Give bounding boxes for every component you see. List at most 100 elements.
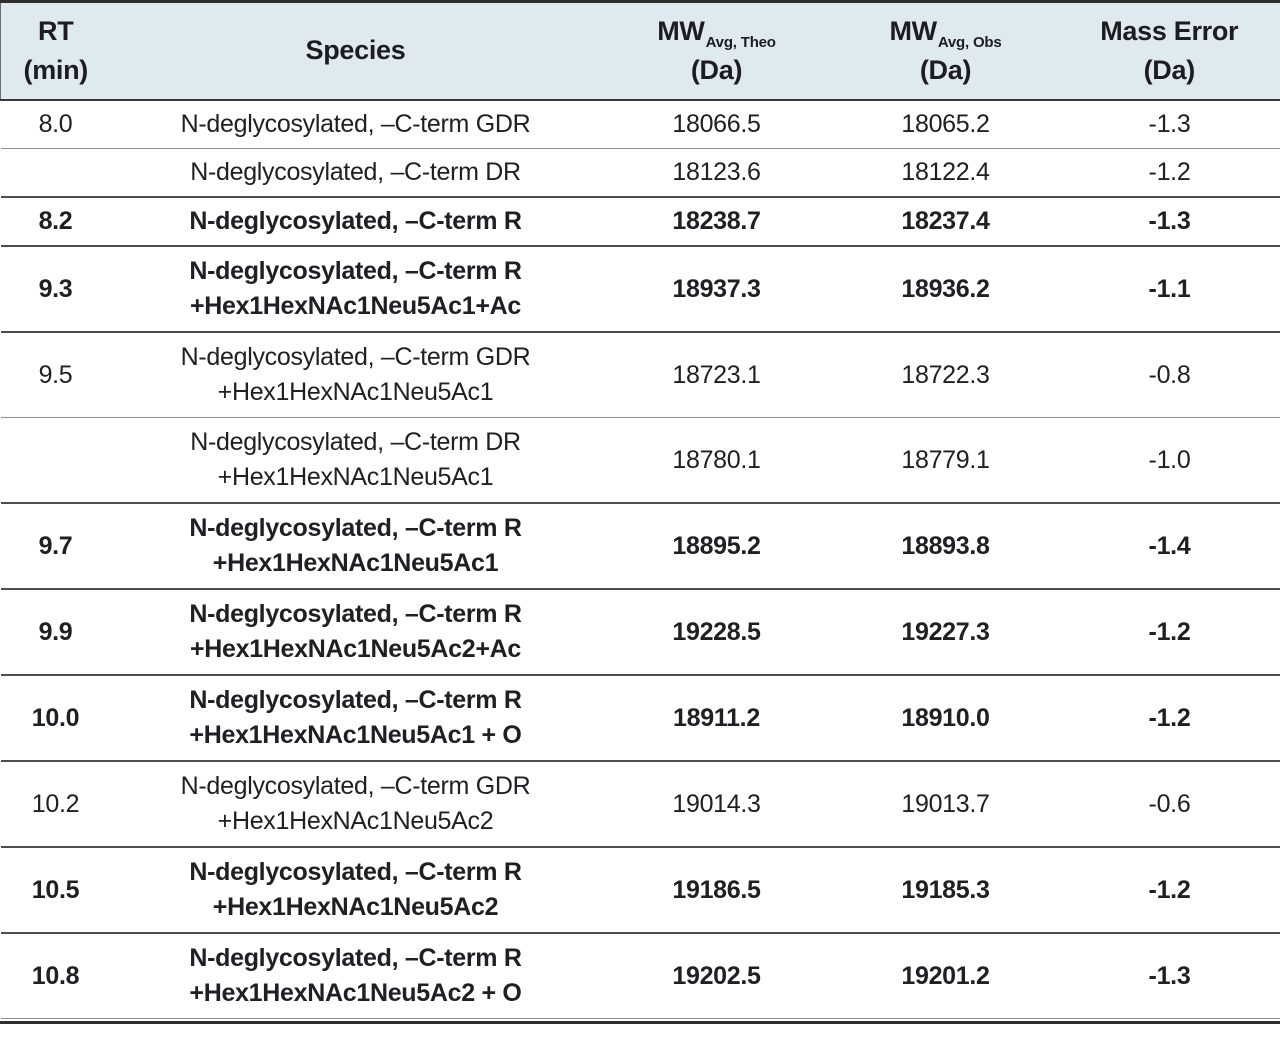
species-line: N-deglycosylated, –C-term R [189, 685, 522, 714]
table-row: 10.8 N-deglycosylated, –C-term R +Hex1HexN… [0, 932, 1280, 1019]
rt-cell: 10.5 [0, 846, 111, 933]
table-row: 9.9 N-deglycosylated, –C-term R +Hex1HexNA… [0, 588, 1280, 675]
species-cell: N-deglycosylated, –C-term R +Hex1HexNAc1N… [110, 245, 601, 332]
species-line: +Hex1HexNAc1Neu5Ac1 + O [189, 721, 522, 749]
mass-error-cell: -1.1 [1058, 245, 1280, 332]
col-header-mw-theo-unit: (Da) [690, 55, 743, 85]
mw-obs-cell: 18237.4 [832, 196, 1059, 246]
table-row: 10.5 N-deglycosylated, –C-term R +Hex1HexN… [0, 846, 1280, 933]
mw-theo-cell: 18895.2 [600, 502, 833, 589]
rt-cell: 10.0 [0, 674, 111, 761]
mw-obs-cell: 19013.7 [832, 760, 1059, 847]
col-header-mw-obs: MWAvg, Obs (Da) [832, 0, 1059, 101]
table-body: 8.0 N-deglycosylated, –C-term GDR 18066.5 1… [0, 100, 1280, 1019]
species-line: N-deglycosylated, –C-term R [189, 599, 522, 628]
table-row: 9.5 N-deglycosylated, –C-term GDR +Hex1Hex… [0, 331, 1280, 418]
mass-error-cell: -1.3 [1148, 110, 1191, 138]
mass-error-cell: -1.0 [1058, 417, 1280, 503]
rt-cell: 10.2 [0, 760, 111, 847]
mw-obs-cell: 19227.3 [832, 588, 1059, 675]
species-line: +Hex1HexNAc1Neu5Ac1 [212, 549, 499, 577]
species-line: N-deglycosylated, –C-term R [189, 513, 522, 542]
mw-obs-cell: 19201.2 [832, 932, 1059, 1019]
mw-theo-cell: 18066.5 [672, 110, 761, 138]
mw-obs-cell: 18910.0 [832, 674, 1059, 761]
species-cell: N-deglycosylated, –C-term DR +Hex1HexNAc1… [110, 417, 601, 503]
species-cell: N-deglycosylated, –C-term R +Hex1HexNAc1N… [110, 502, 601, 589]
table-row: 8.2 N-deglycosylated, –C-term R 18238.7 182… [0, 196, 1280, 246]
mw-theo-cell: 18780.1 [600, 417, 833, 503]
mw-theo-subscript: Avg, Theo [705, 33, 776, 51]
mass-error-cell: -1.2 [1058, 148, 1280, 197]
species-line: N-deglycosylated, –C-term R [189, 857, 522, 886]
species-line: N-deglycosylated, –C-term GDR [180, 342, 531, 371]
species-line: N-deglycosylated, –C-term GDR [180, 109, 531, 138]
species-cell: N-deglycosylated, –C-term R +Hex1HexNAc1N… [110, 846, 601, 933]
rt-cell: 8.2 [0, 196, 111, 246]
mass-error-cell: -1.2 [1058, 588, 1280, 675]
mw-theo-cell: 18723.1 [600, 331, 833, 418]
species-cell: N-deglycosylated, –C-term GDR +Hex1HexNAc… [110, 760, 601, 847]
mass-error-cell: -1.2 [1058, 674, 1280, 761]
rt-cell: 9.7 [0, 502, 111, 589]
mw-theo-cell: 19014.3 [600, 760, 833, 847]
table-row: 9.7 N-deglycosylated, –C-term R +Hex1HexNA… [0, 502, 1280, 589]
col-header-species-label: Species [305, 35, 406, 66]
mw-obs-cell: 18065.2 [901, 110, 990, 138]
species-line: +Hex1HexNAc1Neu5Ac2 + O [189, 979, 522, 1007]
mw-obs-cell: 18122.4 [832, 148, 1059, 197]
table-row: 8.0 N-deglycosylated, –C-term GDR 18066.5 1… [1, 100, 1280, 149]
species-line: N-deglycosylated, –C-term DR [190, 427, 521, 456]
species-line: +Hex1HexNAc1Neu5Ac2 [212, 893, 499, 921]
species-line: +Hex1HexNAc1Neu5Ac2+Ac [189, 635, 522, 663]
mass-error-cell: -1.3 [1058, 932, 1280, 1019]
mw-theo-cell: 19228.5 [600, 588, 833, 675]
mass-error-cell: -1.2 [1058, 846, 1280, 933]
mw-theo-cell: 18123.6 [600, 148, 833, 197]
table-header-row: RT (min) Species MWAvg, Theo (Da) MWAvg,… [0, 0, 1280, 101]
species-line: +Hex1HexNAc1Neu5Ac1+Ac [189, 292, 522, 320]
species-cell: N-deglycosylated, –C-term R +Hex1HexNAc1N… [110, 588, 601, 675]
species-line: N-deglycosylated, –C-term R [189, 256, 522, 285]
mass-error-cell: -0.8 [1058, 331, 1280, 418]
col-header-mass-error: Mass Error (Da) [1058, 0, 1280, 101]
table-row: N-deglycosylated, –C-term DR +Hex1HexNAc1… [0, 417, 1280, 503]
species-cell: N-deglycosylated, –C-term R [110, 196, 601, 246]
rt-cell: 8.0 [38, 110, 73, 138]
table-row: N-deglycosylated, –C-term DR 18123.6 18122… [0, 148, 1280, 197]
col-header-mw-obs-label: MWAvg, Obs [833, 14, 1059, 51]
rt-cell: 9.3 [0, 245, 111, 332]
species-line: +Hex1HexNAc1Neu5Ac1 [217, 463, 494, 491]
rt-cell: 9.9 [0, 588, 111, 675]
mw-theo-cell: 19186.5 [600, 846, 833, 933]
mw-obs-cell: 18936.2 [832, 245, 1059, 332]
species-cell: N-deglycosylated, –C-term R +Hex1HexNAc1N… [110, 932, 601, 1019]
col-header-mw-obs-unit: (Da) [919, 55, 972, 85]
col-header-rt: RT (min) [0, 0, 111, 101]
mass-error-cell: -1.3 [1058, 196, 1280, 246]
table-row: 10.2 N-deglycosylated, –C-term GDR +Hex1He… [0, 760, 1280, 847]
rt-cell: 10.8 [0, 932, 111, 1019]
species-line: +Hex1HexNAc1Neu5Ac1 [217, 378, 494, 406]
mw-obs-cell: 18722.3 [832, 331, 1059, 418]
mw-theo-main: MW [657, 15, 705, 46]
col-header-mw-theo-label: MWAvg, Theo [601, 14, 833, 51]
mw-theo-cell: 18937.3 [600, 245, 833, 332]
species-cell: N-deglycosylated, –C-term DR [110, 148, 601, 197]
species-line: N-deglycosylated, –C-term R [189, 943, 522, 972]
rt-cell [0, 148, 111, 197]
mw-obs-main: MW [889, 15, 937, 46]
species-line: N-deglycosylated, –C-term GDR [180, 771, 531, 800]
mw-obs-subscript: Avg, Obs [937, 33, 1002, 51]
col-header-rt-label: RT [38, 15, 74, 46]
mass-error-cell: -0.6 [1058, 760, 1280, 847]
mw-obs-cell: 19185.3 [832, 846, 1059, 933]
col-header-mw-theo: MWAvg, Theo (Da) [600, 0, 833, 101]
rt-cell: 9.5 [0, 331, 111, 418]
species-line: +Hex1HexNAc1Neu5Ac2 [217, 807, 494, 835]
col-header-mass-error-label: Mass Error [1100, 15, 1239, 46]
species-cell: N-deglycosylated, –C-term GDR [111, 100, 601, 149]
mw-theo-cell: 18238.7 [600, 196, 833, 246]
col-header-rt-unit: (min) [23, 55, 89, 85]
